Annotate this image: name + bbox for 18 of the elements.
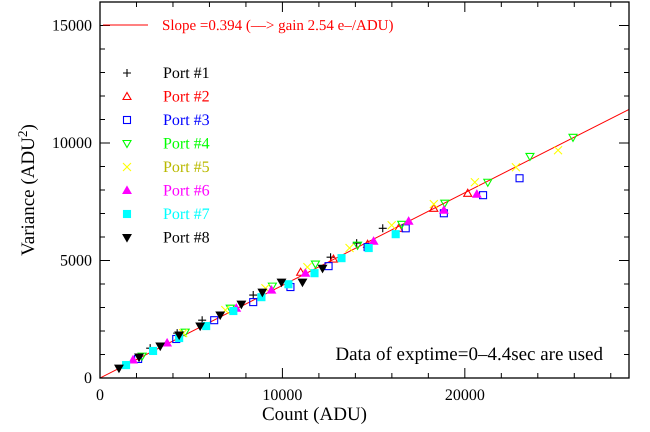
x-axis-title: Count (ADU) [262,404,368,425]
x-tick-label: 20000 [444,387,485,404]
legend-label: Port #1 [163,65,210,82]
y-tick-label: 0 [84,370,92,387]
y-tick-label: 5000 [60,252,92,270]
legend-label: Port #3 [163,112,210,129]
y-tick-label: 15000 [52,18,92,34]
annotation: Data of exptime=0–4.4sec are used [335,344,604,365]
legend-label: Port #4 [163,136,210,152]
legend-label: Port #6 [163,182,210,200]
legend-label: Port #5 [163,159,210,176]
legend-label: Port #8 [163,230,210,246]
legend-label: Port #7 [163,206,210,223]
legend-label: Slope =0.394 (––> gain 2.54 e–/ADU) [162,18,394,34]
x-tick-label: 0 [96,387,104,404]
y-tick-label: 10000 [52,135,92,152]
legend-label: Port #2 [163,88,210,106]
x-tick-label: 10000 [262,387,302,404]
